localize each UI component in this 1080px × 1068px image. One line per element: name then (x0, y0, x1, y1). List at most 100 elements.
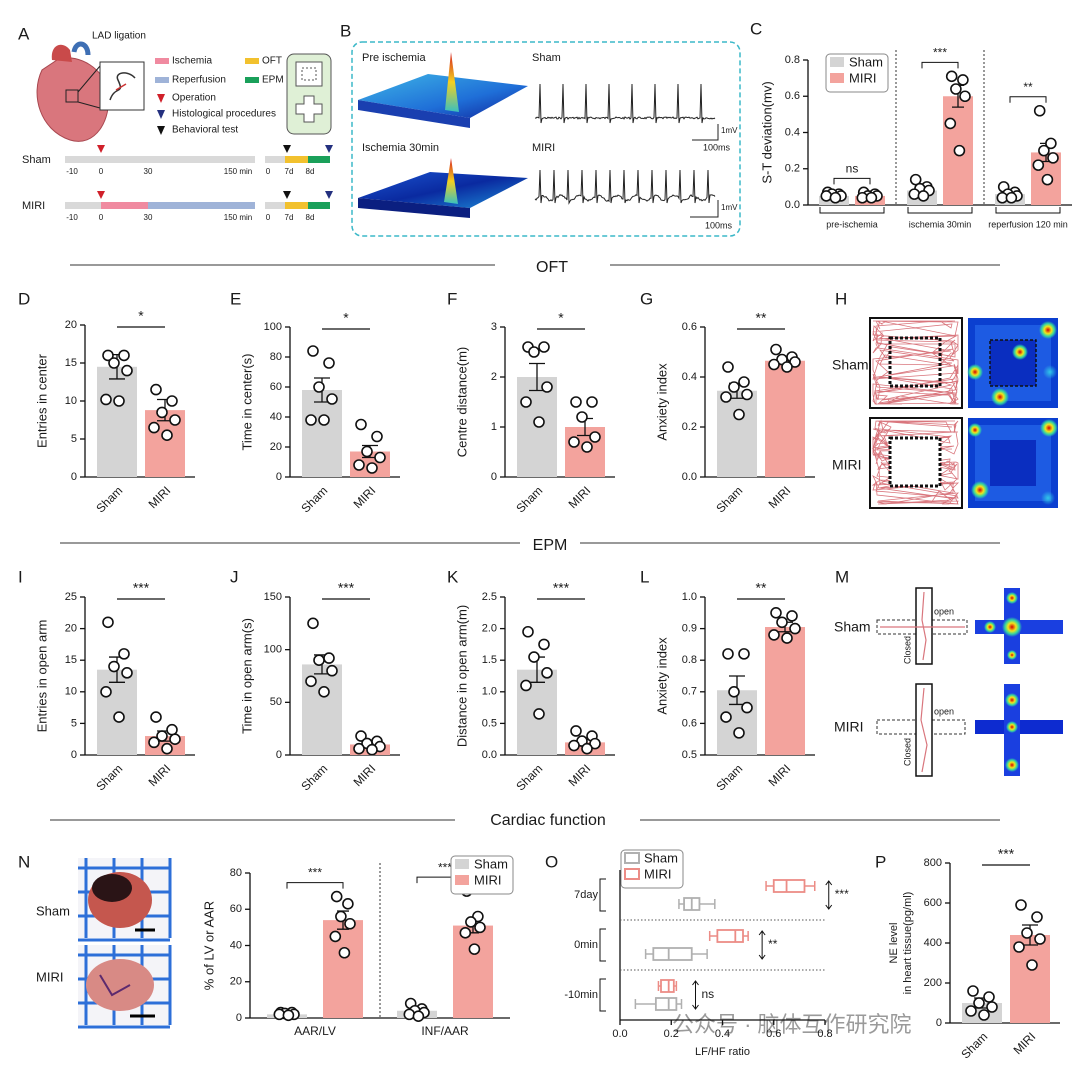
data-point (528, 651, 540, 663)
y-tick-label: 20 (65, 623, 77, 635)
row-label: MIRI (22, 200, 45, 212)
y-tick-label: 20 (270, 441, 282, 453)
significance: ** (768, 937, 778, 951)
data-point (959, 90, 971, 103)
data-point (786, 610, 798, 622)
y-tick-label: 15 (65, 654, 77, 666)
data-point (361, 445, 373, 458)
data-point (589, 431, 601, 443)
panel-letter: A (18, 24, 30, 43)
y-tick-label: 60 (230, 903, 242, 915)
data-point (305, 675, 317, 688)
data-point (465, 916, 477, 928)
arm-label: Closed (902, 738, 912, 766)
row-label: Sham (832, 357, 869, 373)
group-bracket (907, 207, 973, 214)
data-point (738, 376, 750, 388)
x-tick-label: MIRI (766, 761, 794, 789)
y-tick-label: 15 (65, 357, 77, 369)
data-point (307, 617, 319, 630)
data-point (945, 70, 958, 83)
data-point (166, 395, 178, 407)
data-point (741, 388, 753, 401)
data-point (522, 625, 534, 638)
data-point (741, 701, 753, 714)
x-tick-label: Sham (298, 761, 330, 793)
y-tick-label: 2 (491, 371, 497, 383)
legend-label: Histological procedures (172, 109, 276, 120)
row-label: Sham (22, 154, 51, 166)
data-point (733, 727, 745, 739)
section-title: OFT (536, 259, 568, 276)
data-point (307, 345, 319, 357)
panel-letter: H (835, 289, 847, 308)
data-point (581, 742, 593, 755)
data-point (865, 191, 878, 204)
y-tick-label: 0.4 (682, 371, 697, 383)
data-point (1041, 173, 1054, 186)
timeline-tick: 30 (144, 213, 153, 222)
legend-swatch (830, 57, 844, 67)
data-point (965, 1005, 977, 1017)
data-point (313, 654, 325, 667)
panel-letter: B (340, 21, 351, 40)
data-point (344, 917, 356, 930)
y-tick-label: 20 (65, 319, 77, 331)
bar (765, 360, 805, 477)
data-point (944, 117, 957, 130)
data-point (323, 357, 335, 369)
legend-label: Sham (644, 850, 678, 865)
legend-label: MIRI (849, 70, 876, 85)
data-point (318, 685, 330, 698)
data-point (1005, 191, 1018, 204)
significance-line (1009, 96, 1047, 103)
x-tick-label: MIRI (351, 761, 379, 789)
data-point (533, 708, 545, 720)
timeline-tick: 8d (306, 167, 315, 176)
legend-label: MIRI (474, 872, 501, 887)
data-point (576, 411, 588, 423)
data-point (353, 459, 365, 471)
y-tick-label: 0.6 (682, 321, 697, 333)
y-tick-label: 60 (270, 381, 282, 393)
data-point (118, 648, 130, 660)
panel-letter: D (18, 289, 30, 308)
panel-letter: L (640, 567, 649, 586)
x-tick-label: MIRI (146, 483, 174, 511)
data-point (323, 652, 335, 664)
y-tick-label: 0.6 (682, 717, 697, 729)
timeline-tick: 30 (144, 167, 153, 176)
data-point (150, 711, 162, 723)
label: LAD ligation (92, 31, 146, 42)
y-tick-label: 150 (264, 591, 282, 603)
x-tick-label: Sham (93, 761, 125, 793)
timeline-tick: 8d (306, 213, 315, 222)
y-tick-label: 3 (491, 321, 497, 333)
legend-swatch (455, 859, 469, 869)
bar (765, 627, 805, 755)
whisker (634, 999, 683, 1009)
y-tick-label: 25 (65, 591, 77, 603)
data-point (973, 997, 985, 1009)
panel-letter: P (875, 852, 886, 871)
data-point (770, 343, 782, 356)
y-tick-label: 0 (71, 471, 77, 483)
data-point (148, 736, 160, 749)
data-point (342, 898, 354, 910)
data-point (366, 743, 378, 756)
y-tick-label: 2.5 (482, 591, 497, 603)
data-point (100, 685, 112, 698)
whisker (708, 931, 749, 941)
data-point (781, 361, 793, 373)
x-tick-label: Sham (513, 483, 545, 515)
y-tick-label: -10min (564, 989, 598, 1001)
legend-label: OFT (262, 56, 282, 67)
y-tick-label: 0.6 (785, 90, 800, 102)
section-title: Cardiac function (490, 812, 606, 829)
data-point (820, 190, 833, 202)
y-tick-label: 5 (71, 433, 77, 445)
significance-arrow (758, 930, 766, 960)
data-point (538, 341, 550, 353)
data-point (148, 421, 160, 434)
data-point (909, 173, 922, 186)
